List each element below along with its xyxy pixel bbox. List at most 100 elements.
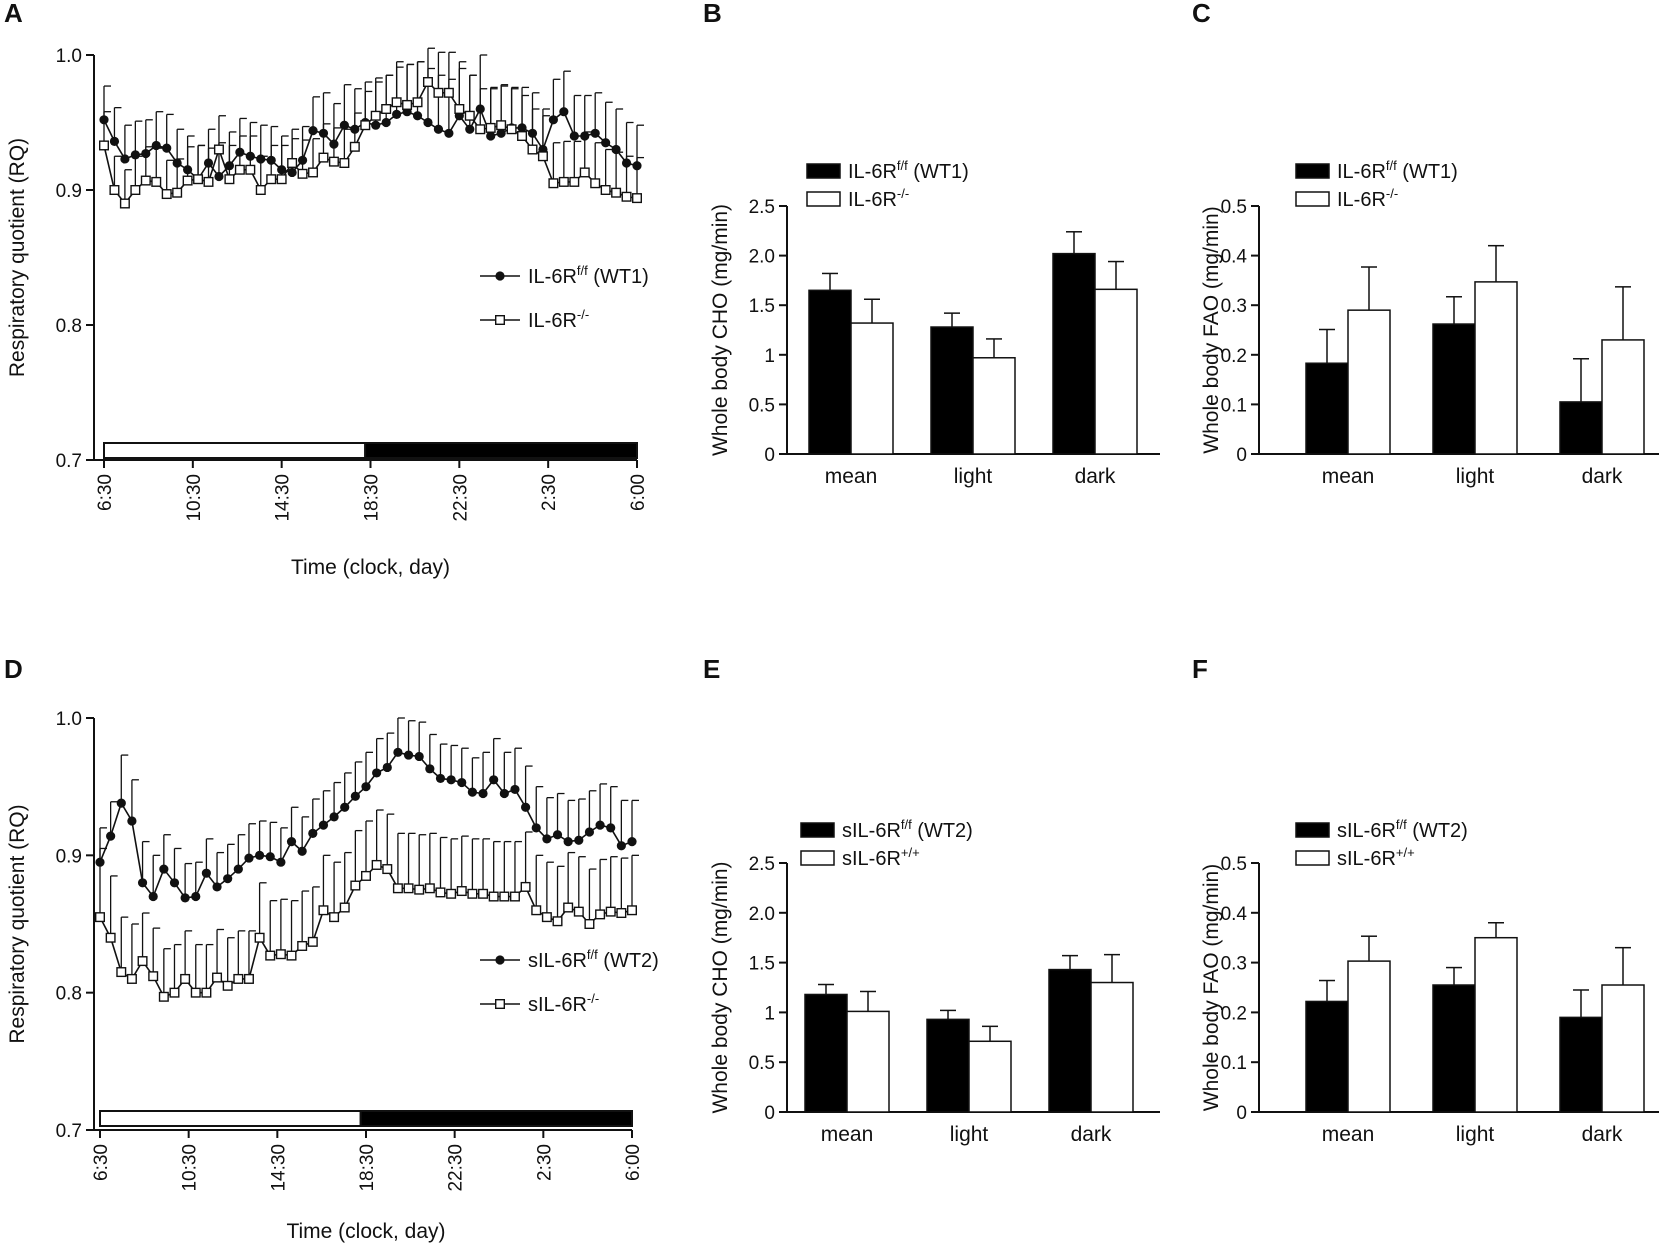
panel-label-d: D	[4, 654, 23, 684]
bar-dark-wt	[1052, 252, 1096, 455]
data-point	[286, 837, 297, 847]
data-point	[169, 987, 180, 998]
data-point	[318, 820, 329, 830]
light-phase-bar	[99, 1110, 362, 1127]
data-point	[456, 886, 467, 897]
data-point	[94, 912, 105, 923]
data-point	[552, 916, 563, 927]
data-point	[297, 168, 308, 179]
series-ko	[98, 47, 644, 209]
legend-label-wt: sIL-6Rf/f (WT2)	[1337, 817, 1468, 842]
y-tick-label: 0.4	[1221, 247, 1248, 268]
data-point	[489, 775, 499, 785]
data-point	[339, 902, 350, 913]
data-point	[371, 120, 381, 130]
data-point	[372, 768, 382, 778]
data-point	[464, 110, 475, 121]
y-tick-label: 1.0	[56, 709, 82, 730]
legend-label-wt: sIL-6Rf/f (WT2)	[528, 947, 659, 972]
data-point	[584, 827, 595, 837]
data-point	[542, 834, 552, 844]
data-point	[151, 176, 162, 187]
data-point	[467, 787, 477, 797]
data-point	[180, 893, 190, 903]
data-point	[391, 97, 402, 108]
legend-label-ko-base: sIL-6R	[528, 994, 587, 1016]
legend-swatch	[800, 822, 835, 838]
legend-label-wt: IL-6Rf/f (WT1)	[528, 263, 649, 288]
data-point	[475, 124, 486, 135]
x-tick-label: 18:30	[357, 1144, 378, 1192]
data-point	[137, 956, 148, 967]
legend-label-wt: IL-6Rf/f (WT1)	[1337, 158, 1458, 183]
data-point	[276, 174, 287, 185]
legend-label-ko: sIL-6R+/+	[1337, 845, 1415, 870]
data-point	[616, 908, 627, 919]
legend-marker	[495, 999, 506, 1010]
data-point	[297, 846, 307, 856]
x-tick-label: 22:30	[446, 1144, 467, 1192]
bar-mean-wt	[1305, 1000, 1349, 1113]
x-tick-label: 10:30	[180, 1144, 201, 1192]
y-axis-title: Respiratory quotient (RQ)	[6, 804, 29, 1043]
data-point	[595, 909, 606, 920]
data-point	[109, 184, 120, 195]
y-tick-label: 0.5	[1221, 197, 1247, 218]
data-point	[541, 912, 552, 923]
data-point	[563, 902, 574, 913]
legend-label-wt: IL-6Rf/f (WT1)	[848, 158, 969, 183]
data-point	[537, 151, 548, 162]
category-label: dark	[1075, 465, 1116, 488]
data-point	[488, 891, 499, 902]
data-point	[606, 823, 616, 833]
data-point	[308, 126, 318, 136]
legend-swatch	[800, 850, 835, 866]
data-point	[105, 932, 116, 943]
data-point	[446, 888, 457, 899]
y-axis-title: Whole body FAO (mg/min)	[1200, 206, 1223, 453]
legend-label-wt: sIL-6Rf/f (WT2)	[842, 817, 973, 842]
data-point	[402, 99, 413, 110]
y-tick-label: 0.9	[56, 181, 82, 202]
data-point	[616, 841, 626, 851]
legend-label-wt-superscript: f/f	[897, 158, 908, 173]
bar-light-ko	[968, 1040, 1012, 1113]
data-point	[265, 950, 276, 961]
y-tick-label: 0.9	[56, 846, 82, 867]
data-point	[573, 906, 584, 917]
data-point	[350, 880, 361, 891]
y-tick-label: 0	[1236, 1103, 1247, 1124]
data-point	[287, 167, 297, 178]
data-point	[169, 878, 180, 888]
legend-label-wt-superscript: f/f	[1386, 158, 1397, 173]
data-point	[130, 150, 140, 160]
data-point	[116, 798, 126, 808]
data-point	[424, 883, 435, 894]
data-point	[193, 174, 204, 185]
y-axis-title: Whole body CHO (mg/min)	[709, 204, 732, 456]
data-point	[412, 97, 423, 108]
category-label: mean	[1322, 1123, 1375, 1146]
data-point	[627, 905, 638, 916]
y-tick-label: 0.7	[56, 1121, 82, 1142]
series-line	[103, 107, 638, 181]
data-point	[506, 124, 517, 135]
bar-light-wt	[1432, 323, 1476, 455]
data-point	[574, 835, 584, 845]
legend-label-ko-base: IL-6R	[528, 310, 577, 332]
bar-light-wt	[930, 326, 974, 455]
data-point	[276, 857, 286, 867]
y-tick-label: 1.5	[749, 296, 775, 317]
data-point	[414, 751, 424, 762]
bar-dark-ko	[1090, 981, 1134, 1113]
category-label: dark	[1582, 1123, 1623, 1146]
panel-label-b: B	[703, 0, 722, 28]
data-point	[403, 883, 414, 894]
data-point	[600, 184, 611, 195]
data-point	[520, 881, 531, 892]
bar-dark-ko	[1601, 339, 1645, 455]
y-tick-label: 0.1	[1221, 1053, 1247, 1074]
data-point	[435, 773, 446, 784]
legend-label-ko-superscript: -/-	[897, 186, 909, 201]
bar-mean-ko	[1347, 960, 1391, 1113]
